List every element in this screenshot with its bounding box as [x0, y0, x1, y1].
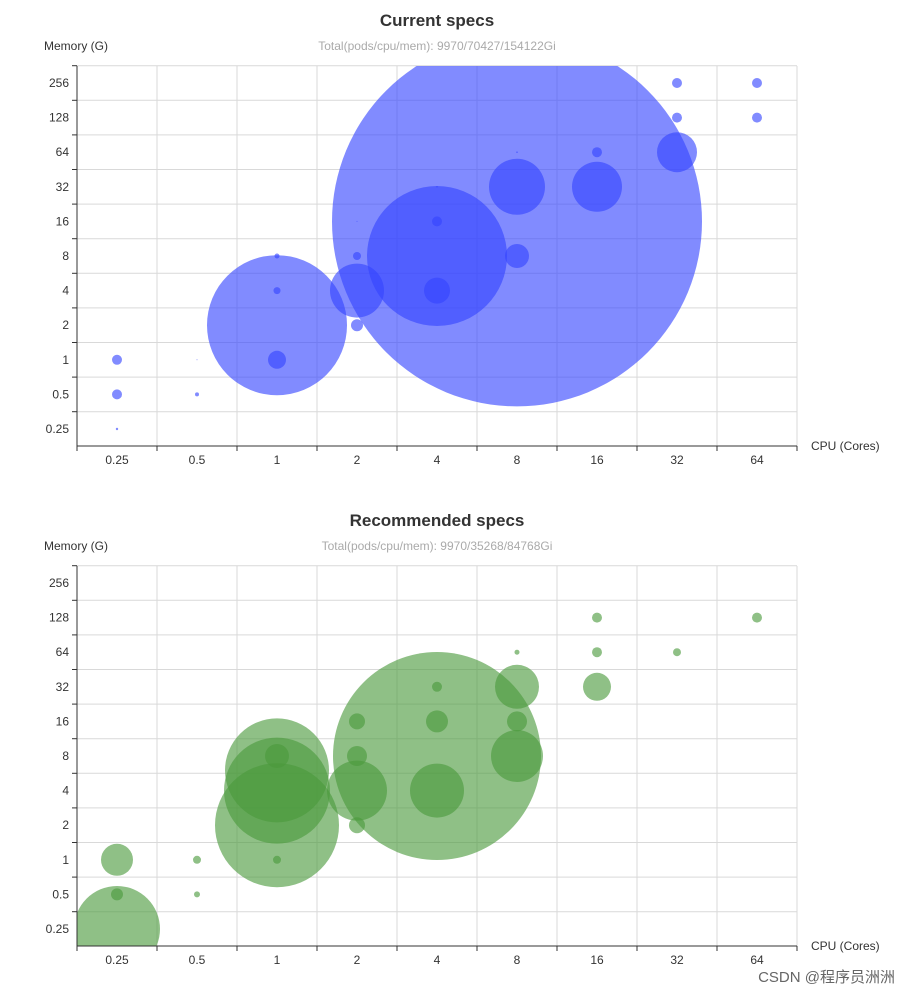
x-tick-label: 2 — [354, 953, 361, 967]
y-axis-label: Memory (G) — [44, 39, 108, 53]
x-tick-label: 0.5 — [189, 453, 206, 467]
chart-recommended-specs: Recommended specs Total(pods/cpu/mem): 9… — [44, 511, 880, 967]
watermark: CSDN @程序员洲洲 — [758, 969, 895, 986]
y-tick-label: 2 — [62, 818, 69, 832]
y-tick-label: 0.25 — [46, 422, 70, 436]
bubble — [332, 66, 702, 407]
chart-subtitle: Total(pods/cpu/mem): 9970/70427/154122Gi — [318, 39, 556, 53]
y-tick-label: 0.5 — [52, 387, 69, 401]
y-tick-label: 0.25 — [46, 922, 70, 936]
bubble — [207, 255, 347, 396]
x-tick-label: 64 — [750, 453, 764, 467]
x-tick-label: 1 — [274, 953, 281, 967]
y-tick-label: 128 — [49, 111, 69, 125]
x-tick-label: 32 — [670, 453, 684, 467]
bubble — [752, 78, 762, 88]
y-tick-label: 4 — [62, 784, 69, 798]
y-tick-label: 64 — [56, 145, 70, 159]
bubble — [514, 649, 520, 655]
bubble — [333, 652, 541, 860]
bubble — [592, 647, 602, 658]
x-tick-label: 64 — [750, 953, 764, 967]
bubble — [657, 132, 697, 173]
bubble — [215, 763, 339, 888]
bubble — [572, 161, 622, 212]
x-axis-label: CPU (Cores) — [811, 939, 880, 953]
x-tick-label: 1 — [274, 453, 281, 467]
bubble-layer — [77, 612, 762, 946]
chart-title: Current specs — [380, 11, 494, 30]
bubble — [195, 392, 199, 397]
bubble — [505, 244, 529, 268]
x-tick-label: 0.25 — [105, 453, 129, 467]
bubble — [583, 672, 611, 701]
bubble — [351, 319, 363, 332]
x-axis-label: CPU (Cores) — [811, 439, 880, 453]
bubble — [491, 730, 543, 782]
y-tick-label: 64 — [56, 645, 70, 659]
y-tick-label: 2 — [62, 318, 69, 332]
bubble — [410, 763, 464, 818]
bubble — [193, 855, 201, 864]
bubble — [268, 350, 286, 369]
x-tick-label: 32 — [670, 953, 684, 967]
y-tick-label: 32 — [56, 180, 70, 194]
x-tick-label: 0.5 — [189, 953, 206, 967]
x-tick-label: 4 — [434, 453, 441, 467]
y-tick-label: 32 — [56, 680, 70, 694]
y-tick-label: 8 — [62, 749, 69, 763]
x-tick-label: 8 — [514, 453, 521, 467]
y-tick-label: 1 — [62, 353, 69, 367]
x-tick-label: 8 — [514, 953, 521, 967]
y-tick-label: 16 — [56, 714, 70, 728]
x-tick-label: 0.25 — [105, 953, 129, 967]
y-axis-label: Memory (G) — [44, 539, 108, 553]
bubble — [752, 612, 762, 623]
x-tick-label: 16 — [590, 953, 604, 967]
chart-current-specs: Current specs Total(pods/cpu/mem): 9970/… — [44, 11, 880, 467]
y-tick-label: 1 — [62, 853, 69, 867]
y-tick-label: 16 — [56, 214, 70, 228]
bubble — [112, 389, 122, 400]
bubble — [592, 612, 602, 623]
bubble — [507, 711, 527, 732]
axes: 0.25 0.5 1 2 4 8 16 32 64 0.25 0.5 1 2 4 8 16 32 64 128 256 — [46, 65, 798, 467]
bubble — [752, 112, 762, 123]
bubble — [77, 886, 160, 946]
bubble — [672, 78, 682, 88]
y-tick-label: 256 — [49, 76, 69, 90]
axes: 0.25 0.5 1 2 4 8 16 32 64 0.25 0.5 1 2 4 8 16 32 64 128 256 — [46, 565, 798, 967]
bubble — [592, 147, 602, 158]
bubble — [115, 427, 119, 431]
x-tick-label: 2 — [354, 453, 361, 467]
x-tick-label: 4 — [434, 953, 441, 967]
y-tick-label: 256 — [49, 576, 69, 590]
y-tick-label: 0.5 — [52, 887, 69, 901]
bubble — [673, 648, 681, 657]
chart-subtitle: Total(pods/cpu/mem): 9970/35268/84768Gi — [322, 539, 553, 553]
bubble — [495, 664, 539, 709]
bubble — [273, 855, 281, 864]
chart-title: Recommended specs — [350, 511, 525, 530]
x-tick-label: 16 — [590, 453, 604, 467]
bubble — [194, 891, 200, 898]
bubble — [196, 359, 198, 361]
y-tick-label: 128 — [49, 611, 69, 625]
bubble — [112, 354, 122, 365]
bubble — [672, 112, 682, 123]
y-tick-label: 8 — [62, 249, 69, 263]
bubble — [101, 843, 133, 876]
y-tick-label: 4 — [62, 284, 69, 298]
bubble-layer — [112, 66, 762, 431]
